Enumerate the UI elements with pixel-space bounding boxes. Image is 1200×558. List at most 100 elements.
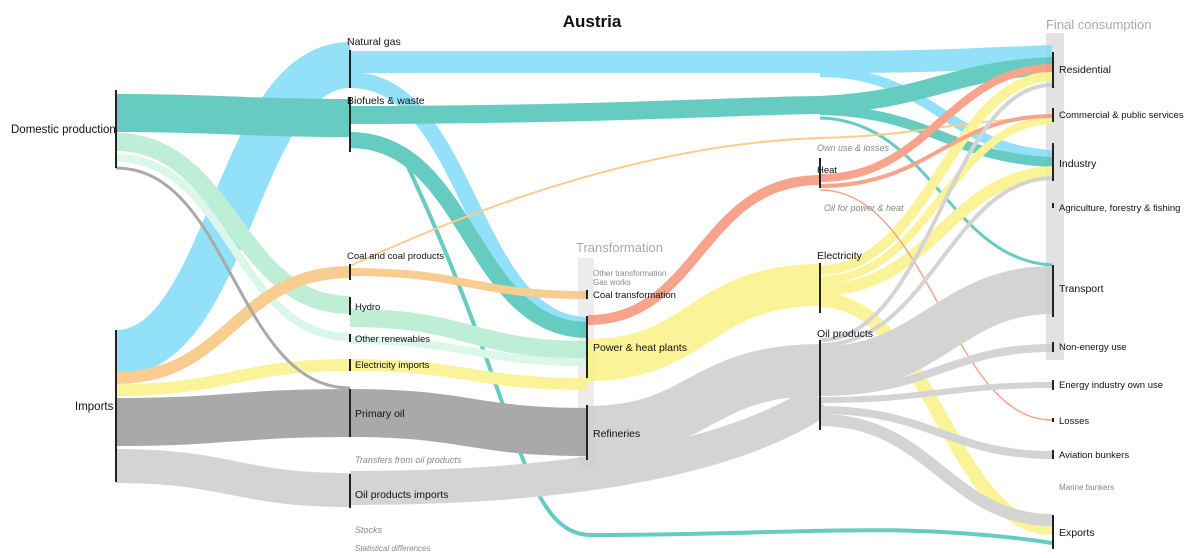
label-imports: Imports bbox=[75, 401, 114, 413]
bar-residential bbox=[1052, 52, 1054, 88]
bar-exports bbox=[1052, 515, 1054, 549]
flow-oil-residential bbox=[819, 83, 1053, 342]
label-commercial: Commercial & public services bbox=[1059, 110, 1184, 121]
label-oil-products-imports: Oil products imports bbox=[355, 489, 448, 501]
chart-title: Austria bbox=[563, 12, 622, 31]
flow-biofuels-final bbox=[349, 57, 1053, 124]
bar-heat bbox=[819, 158, 821, 188]
label-primary-oil: Primary oil bbox=[355, 408, 405, 420]
label-energy-own-use: Energy industry own use bbox=[1059, 380, 1163, 391]
flow-oil-transport bbox=[819, 266, 1053, 394]
flow-hydro-power bbox=[349, 309, 589, 359]
bar-domestic-production bbox=[115, 90, 117, 168]
label-oil-products: Oil products bbox=[817, 328, 873, 340]
bar-transport bbox=[1052, 265, 1054, 317]
group-transformation: Transformation bbox=[576, 240, 663, 255]
label-electricity: Electricity bbox=[817, 250, 863, 262]
flow-natural-gas-industry bbox=[819, 67, 1053, 160]
bar-oil-products bbox=[819, 340, 821, 430]
label-marine: Marine bunkers bbox=[1059, 483, 1114, 492]
group-final-consumption: Final consumption bbox=[1046, 17, 1152, 32]
labels: Austria Transformation Final consumption… bbox=[11, 12, 1184, 553]
label-gas-works: Gas works bbox=[593, 278, 631, 287]
flow-primary-oil-refineries bbox=[349, 389, 589, 456]
flow-coal-transformation bbox=[349, 268, 589, 299]
flow-domestic-biofuels bbox=[115, 94, 351, 137]
flow-biofuels-power bbox=[349, 132, 589, 338]
bar-imports bbox=[115, 330, 117, 482]
flow-oil-non-energy bbox=[819, 344, 1053, 396]
bar-losses bbox=[1052, 418, 1054, 422]
flow-electricity-commercial bbox=[819, 116, 1053, 284]
label-agriculture: Agriculture, forestry & fishing bbox=[1059, 203, 1180, 214]
flow-oil-energy-own-use bbox=[819, 382, 1053, 403]
flow-imports-primary-oil bbox=[115, 389, 351, 446]
flow-oil-industry bbox=[819, 176, 1053, 347]
bar-coal bbox=[349, 264, 351, 280]
flow-oil-exports bbox=[819, 414, 1053, 526]
label-aviation: Aviation bunkers bbox=[1059, 450, 1129, 461]
bar-commercial bbox=[1052, 108, 1054, 122]
bar-agriculture bbox=[1052, 203, 1054, 208]
label-power-heat: Power & heat plants bbox=[593, 342, 687, 354]
flow-oil-aviation bbox=[819, 406, 1053, 459]
label-other-transformation: Other transformation bbox=[593, 269, 666, 278]
label-non-energy: Non-energy use bbox=[1059, 342, 1127, 353]
flow-electricity-industry bbox=[819, 166, 1053, 296]
label-coal-transformation: Coal transformation bbox=[593, 290, 676, 301]
flow-biofuels-industry bbox=[819, 105, 1053, 167]
flow-electricity-residential bbox=[819, 71, 1053, 275]
bar-biofuels bbox=[349, 97, 351, 152]
bar-power-heat bbox=[586, 316, 588, 378]
bar-oil-products-imports bbox=[349, 474, 351, 508]
node-bars bbox=[115, 50, 1054, 549]
bar-renewables bbox=[349, 334, 351, 342]
flow-domestic-primary-oil bbox=[115, 166, 351, 390]
flow-power-heat bbox=[587, 175, 821, 325]
bar-refineries bbox=[586, 405, 588, 460]
label-own-use-losses: Own use & losses bbox=[817, 143, 890, 153]
flow-elec-imports-electricity bbox=[349, 359, 589, 390]
label-exports: Exports bbox=[1059, 527, 1095, 539]
bar-natural-gas bbox=[349, 50, 351, 88]
flow-domestic-hydro bbox=[115, 133, 351, 314]
flow-refineries-oil-products bbox=[587, 344, 821, 458]
label-hydro: Hydro bbox=[355, 302, 380, 313]
label-industry: Industry bbox=[1059, 158, 1097, 170]
label-heat: Heat bbox=[817, 165, 837, 176]
flow-power-electricity bbox=[587, 264, 821, 381]
flows bbox=[113, 42, 1053, 545]
label-refineries: Refineries bbox=[593, 428, 640, 440]
flow-coal-industry bbox=[349, 117, 1053, 267]
flow-biofuels-transport bbox=[819, 116, 1053, 267]
flow-renewables-power bbox=[349, 336, 589, 366]
label-biofuels-waste: Biofuels & waste bbox=[347, 95, 425, 107]
bar-coal-transformation bbox=[586, 290, 588, 299]
bar-primary-oil bbox=[349, 389, 351, 437]
flow-heat-residential bbox=[819, 64, 1053, 182]
flow-imports-oil-products bbox=[115, 449, 351, 507]
bar-energy-own-use bbox=[1052, 380, 1054, 390]
flow-imports-coal bbox=[115, 266, 351, 384]
label-natural-gas: Natural gas bbox=[347, 36, 401, 48]
flow-oil-products-imports bbox=[349, 385, 830, 505]
label-losses: Losses bbox=[1059, 416, 1089, 427]
bar-electricity-imports bbox=[349, 359, 351, 371]
flow-imports-electricity bbox=[115, 359, 351, 396]
label-electricity-imports: Electricity imports bbox=[355, 360, 430, 371]
label-other-renewables: Other renewables bbox=[355, 334, 430, 345]
label-domestic-production: Domestic production bbox=[11, 124, 116, 136]
label-oil-power-heat: Oil for power & heat bbox=[824, 203, 904, 213]
bar-electricity bbox=[819, 263, 821, 313]
bar-non-energy bbox=[1052, 342, 1054, 352]
bar-hydro bbox=[349, 297, 351, 315]
bar-industry bbox=[1052, 143, 1054, 181]
label-statistical-differences: Statistical differences bbox=[355, 544, 431, 553]
label-coal: Coal and coal products bbox=[347, 251, 444, 262]
label-transfers: Transfers from oil products bbox=[355, 455, 462, 465]
flow-heat-commercial bbox=[819, 114, 1053, 188]
label-residential: Residential bbox=[1059, 64, 1111, 76]
label-transport: Transport bbox=[1059, 283, 1104, 295]
flow-natural-gas-final bbox=[350, 45, 1053, 74]
